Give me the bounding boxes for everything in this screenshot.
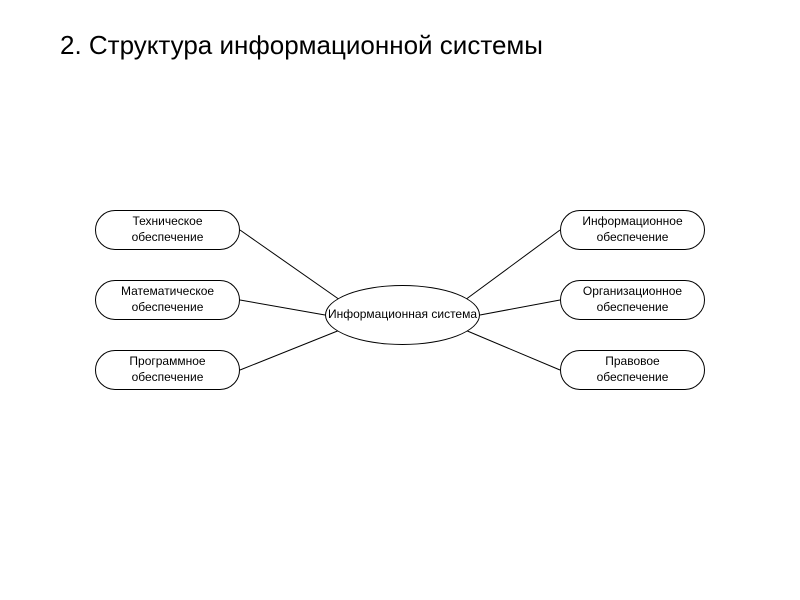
right-node-0: Информационноеобеспечение <box>560 210 705 250</box>
node-label: Организационноеобеспечение <box>583 284 682 315</box>
node-label: Математическоеобеспечение <box>121 284 214 315</box>
edge <box>240 300 325 315</box>
node-label: Правовоеобеспечение <box>597 354 669 385</box>
node-label: Информационноеобеспечение <box>582 214 682 245</box>
center-node: Информационная система <box>325 285 480 345</box>
center-node-label: Информационная система <box>328 307 477 323</box>
edge <box>465 330 560 370</box>
left-node-0: Техническоеобеспечение <box>95 210 240 250</box>
node-label: Техническоеобеспечение <box>132 214 204 245</box>
edge <box>480 300 560 315</box>
edge <box>240 230 340 300</box>
left-node-2: Программноеобеспечение <box>95 350 240 390</box>
edge <box>240 330 340 370</box>
edge <box>465 230 560 300</box>
left-node-1: Математическоеобеспечение <box>95 280 240 320</box>
right-node-1: Организационноеобеспечение <box>560 280 705 320</box>
right-node-2: Правовоеобеспечение <box>560 350 705 390</box>
page-title: 2. Структура информационной системы <box>60 30 543 61</box>
node-label: Программноеобеспечение <box>129 354 205 385</box>
